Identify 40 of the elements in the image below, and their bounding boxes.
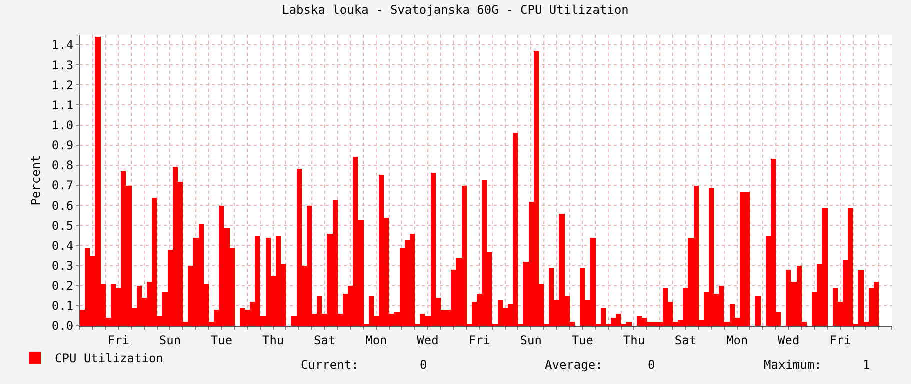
y-tick-label: 0.1 xyxy=(52,299,74,314)
y-axis-title: Percent xyxy=(29,155,44,206)
x-tick-label: Mon xyxy=(366,333,388,348)
y-tick-label: 1.3 xyxy=(52,58,74,72)
x-tick-label: Fri xyxy=(830,333,852,348)
x-tick-label: Tue xyxy=(572,333,594,348)
x-tick-label: Thu xyxy=(262,333,284,348)
y-tick-label: 0.0 xyxy=(52,319,74,334)
y-tick-label: 0.5 xyxy=(52,218,74,233)
x-tick-label: Wed xyxy=(417,333,439,348)
text: Current: xyxy=(301,358,359,372)
x-tick-label: Sun xyxy=(159,333,182,348)
y-tick-label: 0.8 xyxy=(52,158,74,173)
text: Average: xyxy=(545,358,603,372)
text: 0 xyxy=(648,358,656,372)
y-tick-label: 0.2 xyxy=(52,279,74,294)
y-tick-label: 0.7 xyxy=(52,178,74,193)
y-tick-label: 0.9 xyxy=(52,138,74,153)
x-tick-label: Fri xyxy=(108,333,130,348)
x-tick-label: Thu xyxy=(623,333,646,348)
x-tick-label: Sat xyxy=(314,333,336,348)
text: Maximum: xyxy=(764,358,822,372)
text: 0 xyxy=(420,358,428,372)
y-tick-label: 0.4 xyxy=(52,238,74,253)
x-tick-label: Mon xyxy=(726,333,748,348)
y-tick-label: 1.1 xyxy=(52,98,74,112)
x-tick-label: Wed xyxy=(778,333,800,348)
y-tick-label: 0.3 xyxy=(52,258,74,273)
x-tick-label: Tue xyxy=(210,333,233,348)
legend-label: CPU Utilization xyxy=(55,352,164,366)
y-tick-label: 0.6 xyxy=(52,198,74,213)
y-tick-label: 1.0 xyxy=(52,118,74,133)
chart-title: Labska louka - Svatojanska 60G - CPU Utilization xyxy=(282,3,629,18)
y-tick-label: 1.2 xyxy=(52,78,74,92)
text: 1 xyxy=(863,358,870,372)
bar xyxy=(755,296,761,326)
x-tick-label: Fri xyxy=(468,333,490,348)
y-tick-label: 1.4 xyxy=(52,38,74,52)
x-tick-label: Sun xyxy=(520,333,542,348)
x-tick-label: Sat xyxy=(674,333,697,348)
